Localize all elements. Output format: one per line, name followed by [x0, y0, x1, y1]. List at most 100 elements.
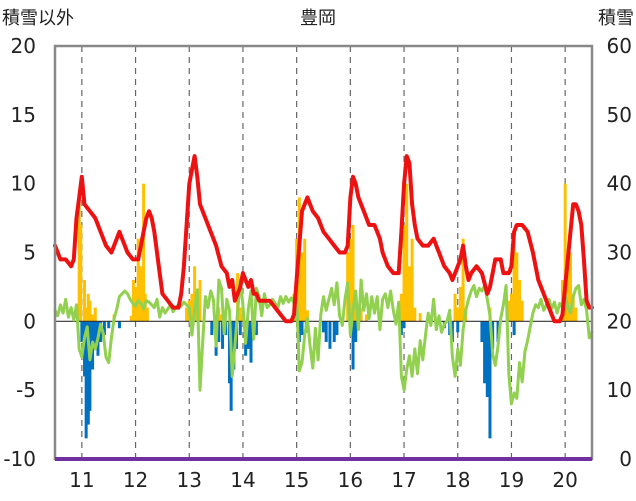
blue-bars-bar: [221, 321, 225, 349]
yellow-bars-bar: [359, 307, 363, 322]
yellow-bars-bar: [88, 300, 92, 322]
yellow-bars-bar: [405, 183, 409, 322]
x-tick-label: 16: [338, 468, 363, 492]
blue-bars-bar: [485, 321, 489, 398]
yellow-bars-bar: [193, 266, 197, 322]
blue-bars-bar: [512, 321, 516, 336]
yellow-bars-bar: [348, 238, 352, 322]
blue-bars-bar: [238, 321, 242, 336]
yellow-bars-bar: [238, 307, 242, 322]
snow-depth-line: [53, 154, 594, 324]
yellow-bars-bar: [518, 280, 522, 322]
x-tick-label: 15: [284, 468, 309, 492]
yellow-bars-bar: [190, 293, 194, 322]
yellow-bars-bar: [458, 286, 462, 322]
yellow-bars-bar: [300, 252, 304, 322]
blue-bars-bar: [402, 321, 406, 329]
yellow-bars-bar: [219, 314, 223, 322]
yellow-bars-bar: [507, 300, 511, 322]
x-tick-label: 19: [499, 468, 524, 492]
yellow-bars-bar: [185, 307, 189, 322]
yellow-bars-bar: [77, 197, 81, 322]
left-tick-label: 20: [11, 34, 36, 58]
yellow-bars-bar: [566, 252, 570, 322]
left-tick-label: 10: [11, 172, 36, 196]
yellow-bars-bar: [136, 238, 140, 322]
yellow-bars-bar: [351, 224, 355, 322]
blue-bars-bar: [102, 321, 106, 336]
right-axis-ticks: 60 50 40 30 20 10 0: [607, 34, 632, 471]
right-tick-label: 60: [607, 34, 632, 58]
left-tick-label: 0: [23, 309, 36, 333]
blue-bars-bar: [351, 321, 355, 370]
blue-bars-bar: [86, 321, 90, 425]
blue-bars-bar: [107, 321, 111, 329]
yellow-bars-bar: [453, 293, 457, 322]
left-axis-title: 積雪以外: [2, 8, 74, 29]
blue-bars-bar: [300, 321, 304, 336]
right-tick-label: 0: [619, 447, 632, 471]
blue-bars-bar: [332, 321, 336, 342]
yellow-bars-bar: [129, 315, 133, 322]
blue-bars-bar: [328, 321, 332, 349]
right-tick-label: 30: [607, 241, 632, 265]
x-tick-label: 13: [177, 468, 202, 492]
blue-bars-bar: [84, 321, 88, 439]
blue-bars-bar: [483, 321, 487, 384]
yellow-bars-bar: [364, 314, 368, 322]
blue-bars-bar: [322, 321, 325, 333]
yellow-bars-bar: [456, 307, 460, 322]
blue-bars-bar: [93, 321, 97, 349]
yellow-bars-bar: [520, 300, 524, 322]
blue-bars-bar: [117, 321, 121, 329]
x-tick-label: 20: [552, 468, 577, 492]
blue-bars-bar: [80, 321, 84, 342]
yellow-bars-bar: [303, 238, 307, 322]
right-tick-label: 50: [607, 103, 632, 127]
yellow-bars-bar: [509, 293, 513, 322]
yellow-bars-bar: [91, 314, 95, 322]
left-tick-label: 5: [23, 241, 36, 265]
yellow-bars-bar: [569, 252, 573, 322]
right-tick-label: 10: [607, 378, 632, 402]
left-axis-ticks: 20 15 10 5 0 -5 -10: [3, 34, 36, 471]
yellow-bars-bar: [198, 280, 202, 322]
yellow-bars-bar: [407, 266, 411, 322]
yellow-bars-bar: [139, 266, 143, 322]
yellow-bars-bar: [461, 238, 465, 322]
yellow-bars-bar: [84, 307, 88, 322]
blue-bars-bar: [246, 321, 250, 349]
yellow-bars-bar: [305, 310, 309, 322]
right-tick-label: 40: [607, 172, 632, 196]
right-tick-label: 20: [607, 309, 632, 333]
blue-bars-bar: [480, 321, 484, 342]
yellow-bars-bar: [399, 293, 403, 322]
yellow-bars-bar: [93, 307, 97, 322]
x-tick-label: 11: [69, 468, 94, 492]
x-tick-label: 17: [391, 468, 416, 492]
yellow-bars-bar: [142, 183, 146, 322]
blue-bars-bar: [83, 321, 87, 377]
blue-bars-bar: [399, 321, 403, 336]
x-tick-label: 14: [230, 468, 255, 492]
blue-bars-bar: [249, 321, 253, 363]
blue-bars-bar: [217, 321, 221, 342]
blue-bars-bar: [488, 321, 492, 439]
left-tick-label: -10: [3, 447, 36, 471]
yellow-bars-bar: [515, 252, 519, 322]
left-tick-label: -5: [16, 378, 36, 402]
blue-bars-bar: [228, 321, 232, 384]
yellow-bars-bar: [145, 307, 149, 322]
yellow-bars-bar: [83, 280, 87, 322]
blue-bars-bar: [354, 321, 358, 342]
yellow-bars-bar: [410, 238, 414, 322]
chart-title: 豊岡: [300, 8, 336, 29]
yellow-bars-bar: [512, 238, 516, 322]
blue-bars-bar: [324, 321, 328, 342]
green-series-line: [53, 278, 594, 406]
x-tick-label: 18: [445, 468, 470, 492]
blue-bars-bar: [456, 321, 460, 333]
x-axis-ticks: 11 12 13 14 15 16 17 18 19 20: [69, 468, 578, 492]
